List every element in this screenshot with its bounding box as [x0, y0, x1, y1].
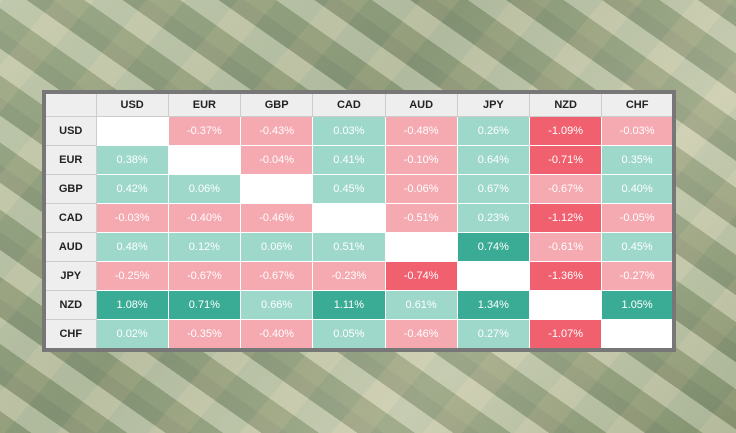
table-row: CAD -0.03% -0.40% -0.46% -0.51% 0.23% -1.12% -0… — [43, 203, 675, 233]
empty-cell — [95, 116, 169, 146]
header-row: USD EUR GBP CAD AUD JPY NZD CHF — [43, 91, 675, 117]
corner-cell — [43, 91, 97, 117]
change-cell: 0.35% — [601, 145, 675, 175]
change-cell: -0.03% — [95, 203, 169, 233]
change-cell: -0.67% — [528, 174, 603, 204]
change-cell: -0.51% — [384, 203, 458, 233]
column-header: EUR — [167, 91, 242, 117]
row-header: GBP — [43, 174, 97, 204]
change-cell: -0.35% — [167, 319, 242, 351]
change-cell: 0.06% — [239, 232, 314, 262]
row-header: USD — [43, 116, 97, 146]
empty-cell — [528, 290, 603, 320]
column-header: JPY — [456, 91, 531, 117]
change-cell: 0.71% — [167, 290, 242, 320]
change-cell: -0.43% — [239, 116, 314, 146]
row-header: JPY — [43, 261, 97, 291]
change-cell: -0.61% — [528, 232, 603, 262]
table-row: AUD 0.48% 0.12% 0.06% 0.51% 0.74% -0.61% 0.45% — [43, 232, 675, 262]
change-cell: -0.46% — [239, 203, 314, 233]
change-cell: 0.74% — [456, 232, 531, 262]
change-cell: -0.06% — [384, 174, 458, 204]
empty-cell — [312, 203, 386, 233]
change-cell: 1.11% — [312, 290, 386, 320]
change-cell: 0.67% — [456, 174, 531, 204]
change-cell: 0.61% — [384, 290, 458, 320]
column-header: NZD — [528, 91, 603, 117]
table-row: GBP 0.42% 0.06% 0.45% -0.06% 0.67% -0.67% 0.40% — [43, 174, 675, 204]
change-cell: 1.34% — [456, 290, 531, 320]
change-cell: 0.23% — [456, 203, 531, 233]
row-header: CAD — [43, 203, 97, 233]
change-cell: -0.03% — [601, 116, 675, 146]
change-cell: -1.07% — [528, 319, 603, 351]
row-header: EUR — [43, 145, 97, 175]
empty-cell — [239, 174, 314, 204]
change-cell: -0.67% — [167, 261, 242, 291]
change-cell: -0.46% — [384, 319, 458, 351]
change-cell: -1.09% — [528, 116, 603, 146]
change-cell: -0.05% — [601, 203, 675, 233]
change-cell: 0.45% — [312, 174, 386, 204]
change-cell: -0.23% — [312, 261, 386, 291]
change-cell: 0.02% — [95, 319, 169, 351]
row-header: AUD — [43, 232, 97, 262]
empty-cell — [601, 319, 675, 351]
change-cell: 0.12% — [167, 232, 242, 262]
change-cell: 0.40% — [601, 174, 675, 204]
change-cell: 1.08% — [95, 290, 169, 320]
change-cell: -1.12% — [528, 203, 603, 233]
change-cell: -0.40% — [239, 319, 314, 351]
row-header: CHF — [43, 319, 97, 351]
column-header: GBP — [239, 91, 314, 117]
empty-cell — [456, 261, 531, 291]
column-header: CAD — [312, 91, 386, 117]
currency-table: USD EUR GBP CAD AUD JPY NZD CHF USD -0.37% -0.43%… — [42, 90, 676, 352]
empty-cell — [384, 232, 458, 262]
change-cell: -0.40% — [167, 203, 242, 233]
row-header: NZD — [43, 290, 97, 320]
change-cell: 0.38% — [95, 145, 169, 175]
change-cell: -0.48% — [384, 116, 458, 146]
change-cell: 0.48% — [95, 232, 169, 262]
change-cell: 0.64% — [456, 145, 531, 175]
change-cell: -0.25% — [95, 261, 169, 291]
change-cell: -0.10% — [384, 145, 458, 175]
change-cell: -0.37% — [167, 116, 242, 146]
table-row: USD -0.37% -0.43% 0.03% -0.48% 0.26% -1.09% -0.… — [43, 116, 675, 146]
change-cell: 0.51% — [312, 232, 386, 262]
change-cell: 1.05% — [601, 290, 675, 320]
change-cell: 0.66% — [239, 290, 314, 320]
change-cell: 0.26% — [456, 116, 531, 146]
table-row: CHF 0.02% -0.35% -0.40% 0.05% -0.46% 0.27% -1.0… — [43, 319, 675, 351]
change-cell: -0.71% — [528, 145, 603, 175]
change-cell: -0.67% — [239, 261, 314, 291]
table-row: NZD 1.08% 0.71% 0.66% 1.11% 0.61% 1.34% 1.05% — [43, 290, 675, 320]
empty-cell — [167, 145, 242, 175]
change-cell: -0.74% — [384, 261, 458, 291]
change-cell: 0.42% — [95, 174, 169, 204]
change-cell: -0.27% — [601, 261, 675, 291]
change-cell: 0.41% — [312, 145, 386, 175]
column-header: CHF — [601, 91, 675, 117]
column-header: USD — [95, 91, 169, 117]
change-cell: 0.45% — [601, 232, 675, 262]
table-row: EUR 0.38% -0.04% 0.41% -0.10% 0.64% -0.71% 0.35… — [43, 145, 675, 175]
change-cell: -0.04% — [239, 145, 314, 175]
change-cell: 0.03% — [312, 116, 386, 146]
table-row: JPY -0.25% -0.67% -0.67% -0.23% -0.74% -1.36% -… — [43, 261, 675, 291]
column-header: AUD — [384, 91, 458, 117]
change-cell: 0.27% — [456, 319, 531, 351]
change-cell: -1.36% — [528, 261, 603, 291]
change-cell: 0.06% — [167, 174, 242, 204]
change-cell: 0.05% — [312, 319, 386, 351]
